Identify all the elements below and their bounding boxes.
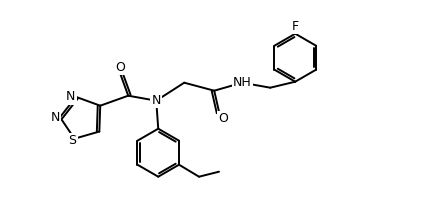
Text: O: O <box>115 61 125 74</box>
Text: NH: NH <box>233 76 252 89</box>
Text: N: N <box>66 90 76 103</box>
Text: F: F <box>292 20 299 33</box>
Text: N: N <box>152 94 161 107</box>
Text: O: O <box>218 112 228 125</box>
Text: S: S <box>68 134 76 147</box>
Text: N: N <box>50 111 60 124</box>
